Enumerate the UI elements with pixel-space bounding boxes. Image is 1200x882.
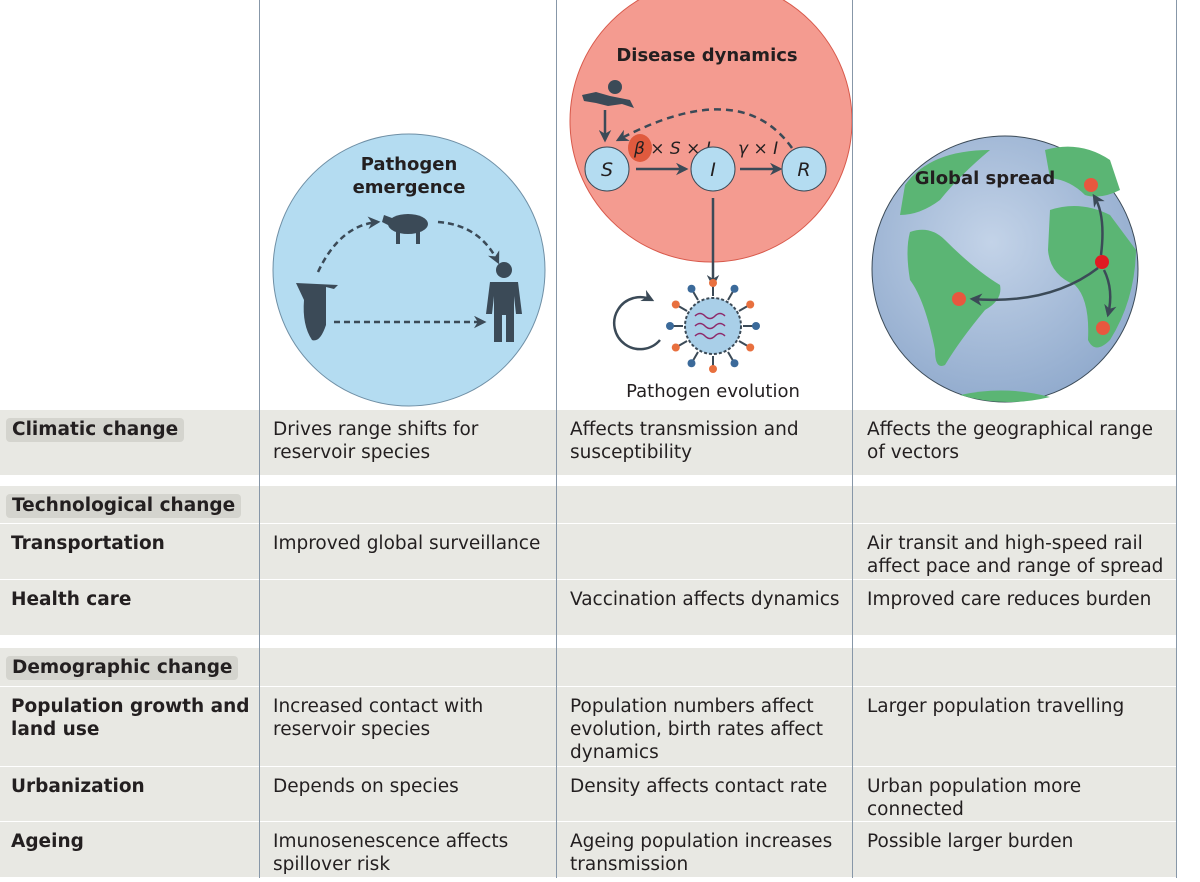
dynamics-cell: Ageing population increases transmission bbox=[570, 831, 833, 875]
row-label: Demographic change bbox=[6, 656, 239, 680]
row-label: Transportation bbox=[11, 533, 165, 554]
table-row: Climatic change Drives range shifts for r… bbox=[0, 410, 1176, 476]
virus-spike-tip bbox=[752, 322, 760, 330]
virus-spike bbox=[738, 305, 749, 312]
table-row: Technological change bbox=[0, 486, 1176, 524]
subcategory-label: Ageing bbox=[11, 830, 251, 853]
person-icon bbox=[486, 262, 522, 342]
dynamics-title: Disease dynamics bbox=[616, 45, 797, 66]
illustrations: Pathogen emergence Disease dynamics bbox=[272, 0, 1139, 407]
spread-cell: Affects the geographical range of vector… bbox=[867, 419, 1154, 463]
dynamics-cell: Affects transmission and susceptibility bbox=[570, 419, 799, 463]
virus-icon bbox=[666, 279, 760, 373]
bat-to-pig-arrow bbox=[316, 216, 381, 273]
recovery-rate-label: γ × I bbox=[738, 139, 778, 159]
table-row: Population growth and land use Increased … bbox=[0, 687, 1176, 767]
virus-spike bbox=[677, 340, 688, 347]
infection-rate-label: β × S × I bbox=[633, 139, 711, 159]
virus-spike-tip bbox=[746, 343, 755, 352]
emergence-cell: Improved global surveillance bbox=[273, 533, 541, 554]
virus-spike-tip bbox=[730, 284, 739, 293]
global-spread-panel: Global spread bbox=[871, 135, 1139, 403]
virus-spike-tip bbox=[746, 300, 755, 309]
baby-icon bbox=[582, 80, 634, 108]
table-row: Health care Vaccination affects dynamics I… bbox=[0, 580, 1176, 636]
row-label: Health care bbox=[11, 589, 132, 610]
row-label: Climatic change bbox=[6, 418, 185, 442]
subcategory-label: Urbanization bbox=[11, 775, 251, 798]
svg-text:S: S bbox=[601, 159, 613, 181]
virus-spike-tip bbox=[730, 359, 739, 368]
category-header: Climatic change bbox=[6, 418, 251, 442]
virus-spike-tip bbox=[687, 284, 696, 293]
virus-spike-tip bbox=[709, 365, 717, 373]
table-row: Ageing Imunosenescence affects spillover … bbox=[0, 822, 1176, 878]
node-s: S bbox=[584, 146, 630, 192]
pathogen-evolution-panel: Pathogen evolution bbox=[612, 279, 800, 402]
category-header: Demographic change bbox=[6, 656, 251, 680]
row-label: Technological change bbox=[6, 494, 242, 518]
spread-point bbox=[1096, 321, 1110, 335]
row-label: Urbanization bbox=[11, 776, 145, 797]
table-row: Urbanization Depends on species Density af… bbox=[0, 767, 1176, 822]
virus-spike bbox=[677, 305, 688, 312]
dynamics-cell: Population numbers affect evolution, bir… bbox=[570, 696, 824, 763]
emergence-title-line2: emergence bbox=[353, 177, 466, 198]
virus-spike bbox=[727, 351, 734, 362]
emergence-cell: Imunosenescence affects spillover risk bbox=[273, 831, 509, 875]
virus-spike-tip bbox=[671, 343, 680, 352]
virus-spike bbox=[692, 351, 699, 362]
pathogen-emergence-panel: Pathogen emergence bbox=[272, 133, 546, 407]
table-row: Transportation Improved global surveillan… bbox=[0, 524, 1176, 580]
beta-highlight bbox=[628, 134, 652, 162]
spread-point bbox=[1084, 178, 1098, 192]
virus-spike-tip bbox=[671, 300, 680, 309]
spread-cell: Larger population travelling bbox=[867, 696, 1125, 717]
emergence-title-line1: Pathogen bbox=[361, 154, 458, 175]
category-header: Technological change bbox=[6, 494, 251, 518]
dynamics-cell: Density affects contact rate bbox=[570, 776, 828, 797]
column-divider bbox=[852, 0, 853, 878]
evolution-label: Pathogen evolution bbox=[626, 381, 800, 402]
virus-spike-tip bbox=[666, 322, 674, 330]
virus-spike bbox=[738, 340, 749, 347]
subcategory-label: Population growth and land use bbox=[11, 695, 251, 741]
spread-arrow-south bbox=[1102, 269, 1117, 318]
pig-icon bbox=[382, 214, 428, 244]
table-row: Demographic change bbox=[0, 648, 1176, 687]
origin-point bbox=[1095, 255, 1109, 269]
emergence-cell: Drives range shifts for reservoir specie… bbox=[273, 419, 479, 463]
column-divider bbox=[1176, 0, 1177, 878]
virus-spike bbox=[692, 290, 699, 301]
svg-text:R: R bbox=[797, 159, 810, 181]
virus-spike bbox=[727, 290, 734, 301]
spread-arrow-west bbox=[969, 267, 1099, 306]
spread-cell: Air transit and high-speed rail affect p… bbox=[867, 533, 1164, 577]
column-divider bbox=[259, 0, 260, 878]
row-label: Ageing bbox=[11, 831, 84, 852]
evolution-loop-arrow bbox=[612, 289, 661, 351]
spread-cell: Improved care reduces burden bbox=[867, 589, 1152, 610]
disease-dynamics-panel: Disease dynamics β × S × I γ × I S I R bbox=[569, 0, 853, 288]
node-r: R bbox=[781, 146, 827, 192]
column-divider bbox=[556, 0, 557, 878]
emergence-cell: Increased contact with reservoir species bbox=[273, 696, 484, 740]
emergence-cell: Depends on species bbox=[273, 776, 459, 797]
spread-point bbox=[952, 292, 966, 306]
waning-immunity-arrow bbox=[615, 108, 794, 149]
spread-arrow-north bbox=[1092, 193, 1105, 256]
node-i: I bbox=[690, 146, 736, 192]
spread-title: Global spread bbox=[915, 168, 1056, 189]
virus-spike-tip bbox=[687, 359, 696, 368]
dynamics-cell: Vaccination affects dynamics bbox=[570, 589, 840, 610]
bat-icon bbox=[296, 283, 338, 341]
row-label: Population growth and land use bbox=[11, 696, 250, 740]
subcategory-label: Transportation bbox=[11, 532, 251, 555]
spread-cell: Urban population more connected bbox=[867, 776, 1082, 820]
virus-spike-tip bbox=[709, 279, 717, 287]
spread-cell: Possible larger burden bbox=[867, 831, 1074, 852]
svg-text:I: I bbox=[710, 159, 716, 181]
subcategory-label: Health care bbox=[11, 588, 251, 611]
